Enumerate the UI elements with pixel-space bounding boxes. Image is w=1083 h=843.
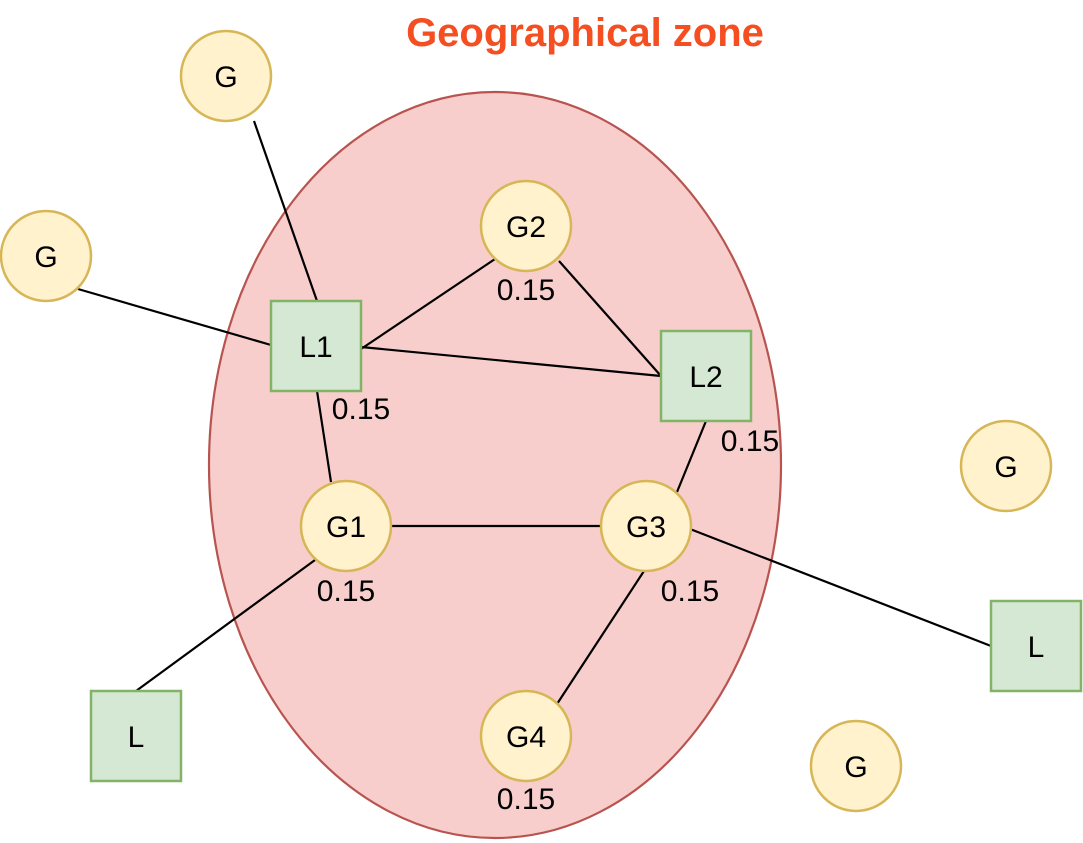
node-label: G3 <box>626 511 666 544</box>
edge-g3-l_right <box>689 527 992 648</box>
edge-g1-l_bottom_left <box>135 559 316 692</box>
load-square <box>989 599 1083 693</box>
node-label: G <box>34 241 57 274</box>
node-label: L2 <box>689 361 722 394</box>
generator-circle <box>0 209 93 303</box>
node-g4: G4 <box>479 689 573 783</box>
nodes-layer: G G G2 L1 L2 G1 G3 G4 G L L G <box>0 29 1083 813</box>
edge-l1-g1 <box>315 390 333 483</box>
node-g-right: G <box>959 419 1053 513</box>
weight-label-g1: 0.15 <box>317 575 375 608</box>
node-g-top: G <box>179 29 273 123</box>
node-label: L <box>128 721 145 754</box>
generator-circle <box>179 29 273 123</box>
load-square <box>89 689 183 783</box>
edge-l1-g2 <box>360 258 496 350</box>
node-label: G1 <box>326 511 366 544</box>
edge-g_left-l1 <box>77 287 272 347</box>
geographical-zone <box>207 90 783 840</box>
node-g3: G3 <box>599 479 693 573</box>
node-label: G <box>994 451 1017 484</box>
node-g1: G1 <box>299 479 393 573</box>
weights-layer: 0.15 0.15 0.15 0.15 0.15 0.15 <box>317 274 779 816</box>
edge-l1-l2 <box>360 345 662 378</box>
generator-circle <box>299 479 393 573</box>
generator-circle <box>599 479 693 573</box>
edge-g_top-l1 <box>252 120 319 302</box>
node-label: L <box>1028 631 1045 664</box>
weight-label-g3: 0.15 <box>661 575 719 608</box>
node-l1: L1 <box>269 299 363 393</box>
generator-circle <box>809 719 903 813</box>
edge-g2-l2 <box>558 260 662 377</box>
weight-label-l2: 0.15 <box>721 425 779 458</box>
generator-circle <box>479 689 573 783</box>
edge-g3-g4 <box>556 570 645 705</box>
node-label: G4 <box>506 721 546 754</box>
load-square <box>269 299 363 393</box>
node-label: G <box>214 61 237 94</box>
diagram-title: Geographical zone <box>406 11 764 55</box>
load-square <box>659 329 753 423</box>
node-g2: G2 <box>479 179 573 273</box>
node-l2: L2 <box>659 329 753 423</box>
node-l-bottom-left: L <box>89 689 183 783</box>
node-g-left: G <box>0 209 93 303</box>
node-label: L1 <box>299 331 332 364</box>
weight-label-g4: 0.15 <box>497 783 555 816</box>
generator-circle <box>959 419 1053 513</box>
weight-label-l1: 0.15 <box>332 393 390 426</box>
edge-l2-g3 <box>675 420 708 493</box>
edges-layer <box>77 120 992 705</box>
node-label: G <box>844 751 867 784</box>
node-l-right: L <box>989 599 1083 693</box>
generator-circle <box>479 179 573 273</box>
node-label: G2 <box>506 211 546 244</box>
weight-label-g2: 0.15 <box>497 274 555 307</box>
node-g-bottom-right: G <box>809 719 903 813</box>
